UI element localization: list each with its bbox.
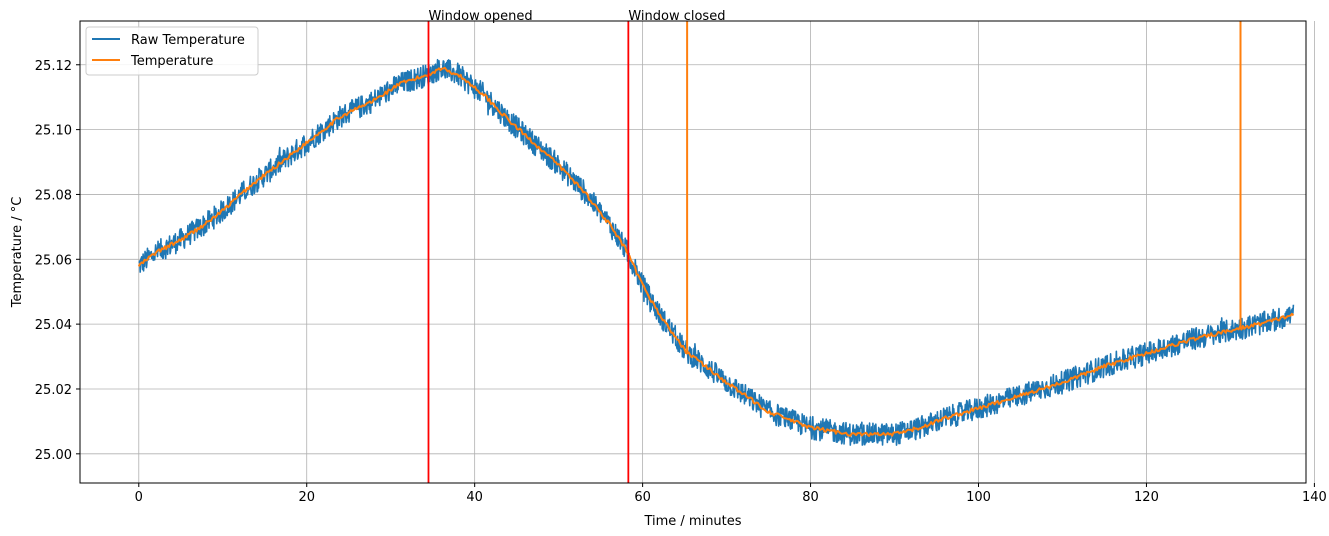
annotation-label: Window opened [428, 9, 532, 24]
x-tick-label: 0 [135, 490, 143, 505]
annotation-label: Window closed [628, 9, 725, 24]
legend: Raw Temperature Temperature [85, 26, 259, 76]
legend-box [85, 26, 259, 76]
y-tick-label: 25.06 [35, 253, 72, 268]
y-tick-label: 25.08 [35, 188, 72, 203]
plot-area [137, 21, 1295, 483]
y-axis-ticks: 25.00 25.02 25.04 25.06 25.08 25.10 25.12 [35, 59, 80, 463]
legend-label-raw: Raw Temperature [131, 33, 245, 48]
y-tick-label: 25.12 [35, 59, 72, 74]
y-tick-label: 25.10 [35, 124, 72, 139]
grid-lines [80, 21, 1315, 483]
annotation-labels: Window opened Window closed [428, 9, 725, 24]
x-axis-ticks: 0 20 40 60 80 100 120 140 [135, 483, 1327, 505]
x-tick-label: 20 [298, 490, 315, 505]
legend-label-temperature: Temperature [130, 54, 213, 69]
y-tick-label: 25.02 [35, 383, 72, 398]
x-tick-label: 60 [634, 490, 651, 505]
series-raw-temperature-line [138, 58, 1295, 446]
x-tick-label: 100 [966, 490, 991, 505]
x-axis-label: Time / minutes [643, 514, 741, 529]
y-tick-label: 25.04 [35, 318, 72, 333]
y-tick-label: 25.00 [35, 448, 72, 463]
x-tick-label: 40 [466, 490, 483, 505]
x-tick-label: 80 [802, 490, 819, 505]
x-tick-label: 140 [1302, 490, 1327, 505]
x-tick-label: 120 [1134, 490, 1159, 505]
series-temperature-line [137, 66, 1295, 438]
axes-frame [79, 20, 1307, 484]
y-axis-label: Temperature / °C [10, 197, 25, 309]
